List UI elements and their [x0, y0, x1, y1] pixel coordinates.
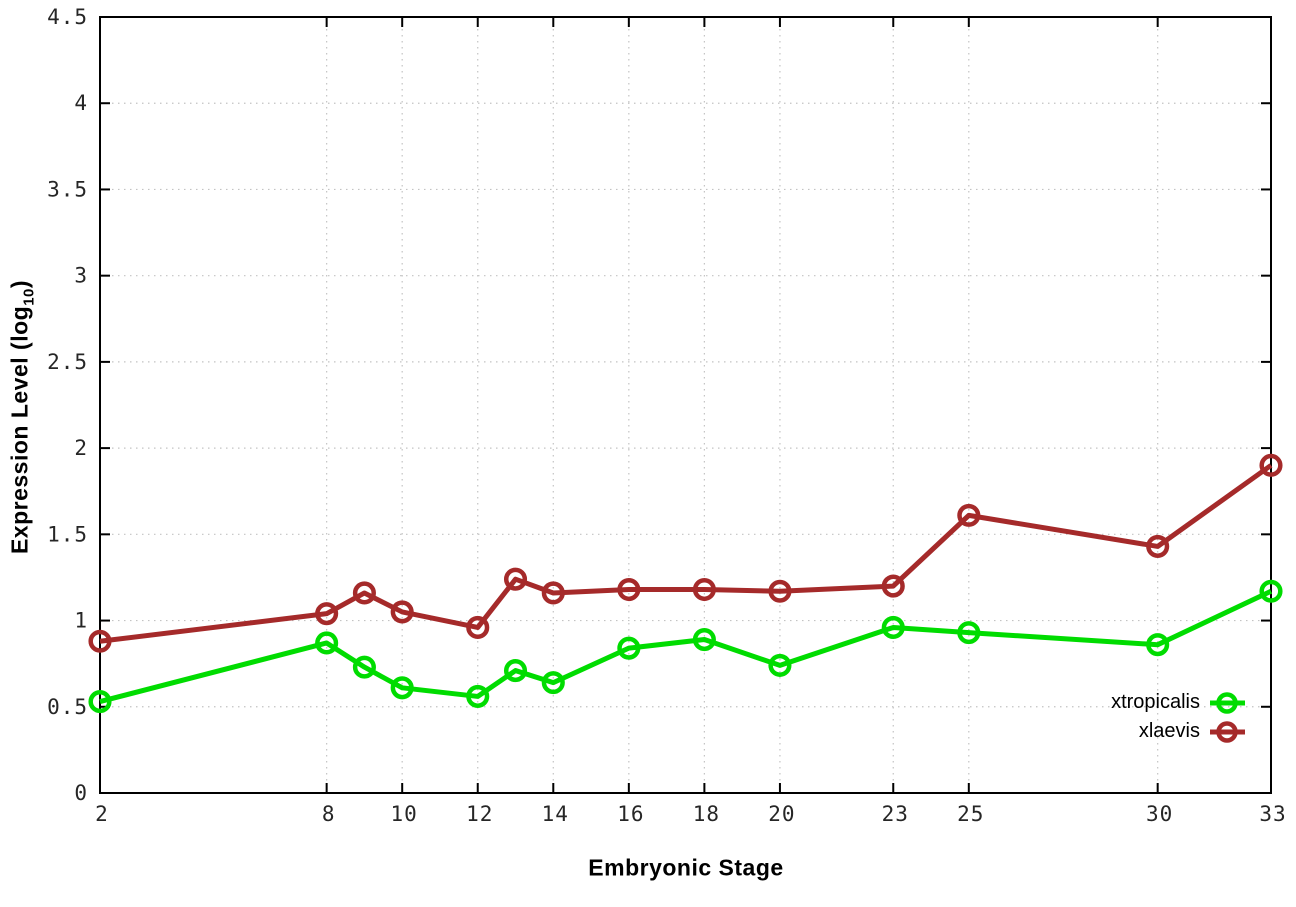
- data-point-xlaevis-stage-2: [88, 629, 112, 653]
- x-tick-label: 12: [466, 802, 493, 826]
- data-point-xlaevis-stage-13: [503, 567, 528, 591]
- x-tick-label: 2: [95, 802, 109, 826]
- series-line-xlaevis: [99, 463, 1273, 644]
- data-point-xtropicalis-stage-14: [541, 671, 565, 695]
- y-tick-label: 4.5: [47, 5, 88, 29]
- data-point-xtropicalis-stage-12: [466, 684, 490, 708]
- y-tick-label: 3.5: [47, 177, 88, 201]
- y-tick-label: 0.5: [47, 695, 88, 719]
- legend-label-xlaevis: xlaevis: [1138, 720, 1200, 742]
- x-tick-labels: 2 8 10 12 14 16 18 20 23 25 30 33: [95, 802, 1286, 826]
- y-tick-label: 2.5: [47, 350, 88, 374]
- data-point-xlaevis-stage-14: [541, 581, 565, 605]
- x-axis-label: Embryonic Stage: [588, 854, 784, 881]
- data-point-xtropicalis-stage-33: [1259, 579, 1283, 603]
- x-tick-label: 14: [542, 802, 569, 826]
- y-tick-label: 2: [74, 436, 88, 460]
- legend-marker-xtropicalis: [1210, 691, 1245, 714]
- y-tick-label: 4: [74, 91, 88, 115]
- legend-item-xlaevis: xlaevis: [1111, 718, 1246, 745]
- y-tick-label: 1: [74, 609, 88, 633]
- y-axis-label: Expression Level (log10): [7, 280, 38, 554]
- y-axis-label-subscript: 10: [20, 288, 38, 306]
- data-point-xtropicalis-stage-23: [881, 615, 905, 640]
- x-tick-label: 20: [768, 802, 795, 826]
- x-tick-label: 8: [322, 802, 336, 826]
- series-xlaevis: [88, 453, 1283, 653]
- data-point-xlaevis-stage-33: [1259, 453, 1283, 477]
- data-point-xtropicalis-stage-8: [315, 631, 339, 655]
- x-tick-label: 25: [957, 802, 984, 826]
- data-point-xtropicalis-stage-25: [957, 621, 981, 645]
- data-point-xlaevis-stage-12: [466, 615, 490, 640]
- y-axis-label-text: Expression Level (log: [6, 305, 33, 555]
- data-point-xlaevis-stage-18: [692, 577, 716, 602]
- data-point-xlaevis-stage-23: [881, 574, 905, 598]
- x-tick-label: 30: [1146, 802, 1173, 826]
- x-tick-label: 18: [693, 802, 720, 826]
- x-tick-label: 16: [617, 802, 644, 826]
- data-point-xlaevis-stage-16: [617, 577, 641, 602]
- axis-ticks: [99, 16, 1272, 794]
- data-point-xlaevis-stage-8: [315, 602, 339, 626]
- grid-lines: [100, 17, 1271, 793]
- data-point-xlaevis-stage-10: [390, 600, 414, 624]
- y-tick-label: 0: [74, 781, 88, 805]
- data-point-xtropicalis-stage-10: [390, 676, 414, 700]
- plot-border: [99, 16, 1272, 794]
- y-axis-label-suffix: ): [6, 279, 33, 289]
- x-tick-label: 10: [391, 802, 418, 826]
- y-tick-labels: 0 0.5 1 1.5 2 2.5 3 3.5 4 4.5: [47, 5, 88, 805]
- x-tick-label: 33: [1259, 802, 1286, 826]
- data-point-xlaevis-stage-30: [1146, 534, 1170, 558]
- data-point-xtropicalis-stage-20: [768, 653, 792, 677]
- series-line-xtropicalis: [99, 588, 1273, 705]
- legend-item-xtropicalis: xtropicalis: [1111, 689, 1246, 716]
- data-point-xtropicalis-stage-9: [352, 655, 376, 679]
- data-point-xtropicalis-stage-18: [692, 627, 716, 652]
- data-point-xtropicalis-stage-16: [617, 636, 641, 660]
- data-point-xlaevis-stage-9: [352, 581, 376, 605]
- y-tick-label: 3: [74, 264, 88, 288]
- data-point-xtropicalis-stage-13: [503, 659, 528, 683]
- data-point-xtropicalis-stage-2: [88, 690, 112, 714]
- x-tick-label: 23: [882, 802, 909, 826]
- legend: xtropicalis xlaevis: [1111, 689, 1246, 745]
- legend-marker-xlaevis: [1210, 720, 1245, 743]
- y-tick-label: 1.5: [47, 522, 88, 546]
- data-point-xtropicalis-stage-30: [1146, 633, 1170, 657]
- data-point-xlaevis-stage-25: [957, 503, 981, 527]
- series-xtropicalis: [88, 579, 1283, 714]
- data-point-xlaevis-stage-20: [768, 579, 792, 603]
- legend-label-xtropicalis: xtropicalis: [1111, 691, 1200, 713]
